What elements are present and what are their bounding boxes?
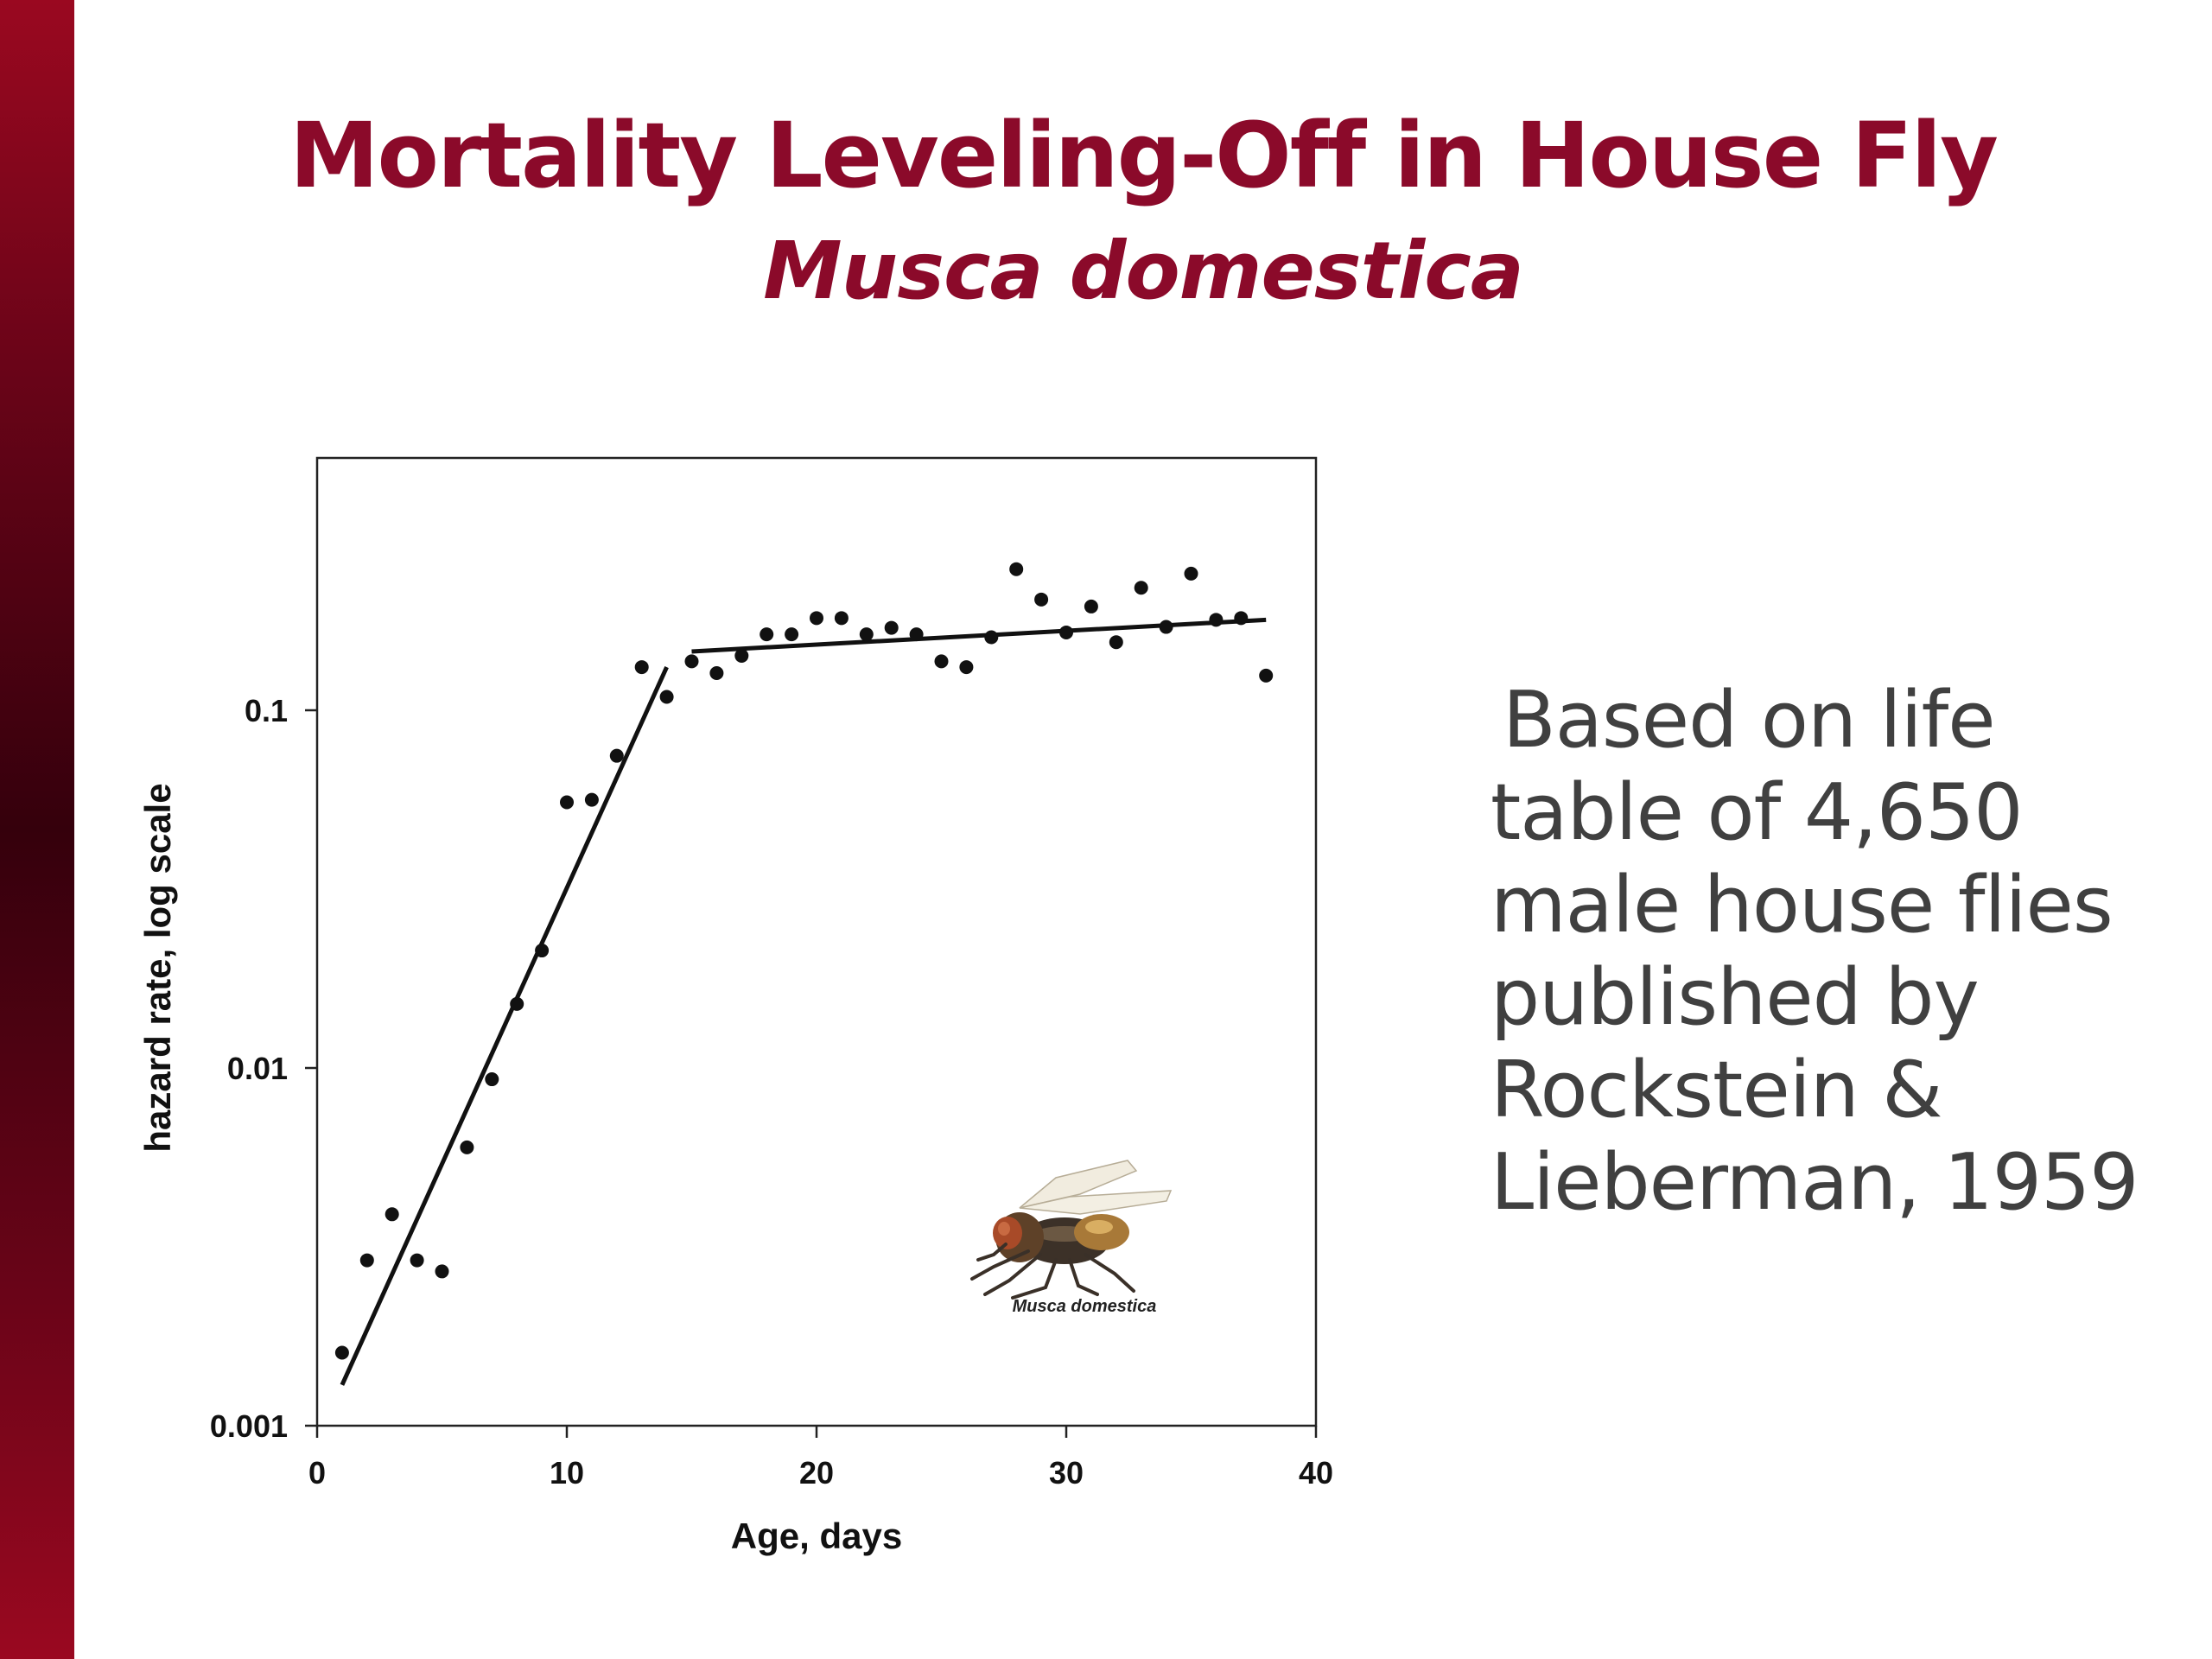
data-point: [659, 690, 674, 704]
data-point: [760, 627, 774, 642]
data-point: [1009, 562, 1024, 576]
fly-image-caption: Musca domestica: [1013, 1297, 1157, 1316]
data-point: [810, 611, 823, 626]
data-point: [909, 627, 924, 642]
y-tick-label: 0.001: [210, 1408, 288, 1444]
data-point: [1184, 566, 1198, 581]
data-point: [984, 630, 999, 645]
trend-line: [691, 617, 1267, 654]
data-point: [485, 1072, 499, 1087]
y-tick-label: 0.01: [227, 1051, 288, 1086]
body-line: Based on life: [1503, 675, 1996, 766]
x-tick-label: 20: [799, 1455, 834, 1491]
data-point: [609, 748, 624, 763]
data-point: [634, 660, 649, 675]
data-point: [934, 654, 949, 669]
data-point: [684, 654, 699, 669]
data-point: [1259, 668, 1274, 683]
body-line: male house flies: [1491, 860, 2113, 950]
x-tick-label: 40: [1299, 1455, 1333, 1491]
x-tick-label: 0: [308, 1455, 326, 1491]
data-point: [1034, 592, 1049, 607]
x-tick-label: 30: [1049, 1455, 1084, 1491]
data-point: [1059, 625, 1073, 639]
plot-frame: [315, 456, 1318, 1427]
body-line: table of 4,650: [1491, 767, 2024, 858]
data-point: [959, 660, 974, 675]
body-line: published by: [1491, 952, 1980, 1043]
data-point: [510, 996, 524, 1011]
data-point: [1209, 613, 1224, 627]
data-point: [859, 627, 874, 642]
data-point: [385, 1207, 399, 1222]
data-point: [435, 1264, 449, 1279]
data-point: [1109, 635, 1123, 650]
x-tick-label: 10: [550, 1455, 584, 1491]
data-point: [1134, 581, 1148, 595]
data-point: [884, 620, 899, 635]
data-point: [709, 666, 724, 681]
data-point: [334, 1345, 349, 1360]
data-point: [734, 648, 749, 663]
data-point: [560, 795, 574, 810]
house-fly-illustration: [970, 1160, 1173, 1300]
body-line: Lieberman, 1959: [1491, 1137, 2139, 1228]
body-line: Rockstein &: [1491, 1045, 1943, 1135]
x-axis-label: Age, days: [731, 1516, 902, 1556]
body-text: Based on life table of 4,650 male house …: [1491, 674, 2182, 1229]
data-point: [410, 1253, 424, 1268]
data-point: [1159, 620, 1173, 634]
data-point: [584, 792, 599, 807]
sidebar-accent: [0, 0, 74, 1659]
data-point: [785, 627, 799, 642]
slide-title: Mortality Leveling-Off in House Fly: [289, 103, 1999, 208]
data-point: [834, 611, 849, 626]
data-point: [535, 944, 550, 958]
data-point: [460, 1140, 474, 1154]
y-axis-label: hazard rate, log scale: [137, 783, 178, 1152]
data-point: [1234, 611, 1249, 626]
data-point: [1084, 599, 1098, 613]
data-point: [359, 1253, 374, 1268]
slide-subtitle: Musca domestica: [763, 225, 1524, 317]
trend-line: [340, 666, 669, 1386]
y-tick-label: 0.1: [245, 693, 288, 728]
